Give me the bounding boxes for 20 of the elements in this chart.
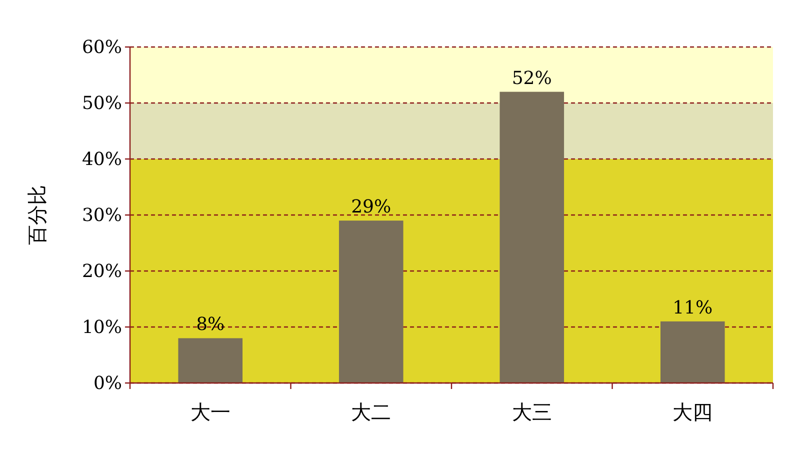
bar bbox=[338, 220, 404, 383]
y-tick-label: 10% bbox=[82, 317, 122, 338]
data-label: 29% bbox=[351, 196, 392, 218]
data-label: 11% bbox=[672, 297, 713, 318]
y-tick-label: 60% bbox=[82, 37, 122, 58]
y-tick-label: 20% bbox=[82, 261, 122, 282]
x-tick-label: 大四 bbox=[672, 400, 713, 424]
x-tick-label: 大三 bbox=[512, 400, 552, 424]
y-tick-label: 0% bbox=[93, 373, 122, 394]
data-label: 52% bbox=[512, 68, 552, 89]
x-tick-label: 大一 bbox=[190, 400, 230, 424]
bar bbox=[500, 92, 564, 383]
bar bbox=[178, 338, 243, 383]
y-tick-label: 40% bbox=[82, 149, 122, 170]
y-tick-label: 30% bbox=[82, 205, 122, 226]
y-tick-label: 50% bbox=[82, 93, 122, 114]
bar bbox=[660, 321, 725, 383]
data-label: 8% bbox=[196, 314, 225, 336]
x-tick-label: 大二 bbox=[351, 400, 392, 424]
y-axis-title: 百分比 bbox=[25, 185, 49, 245]
